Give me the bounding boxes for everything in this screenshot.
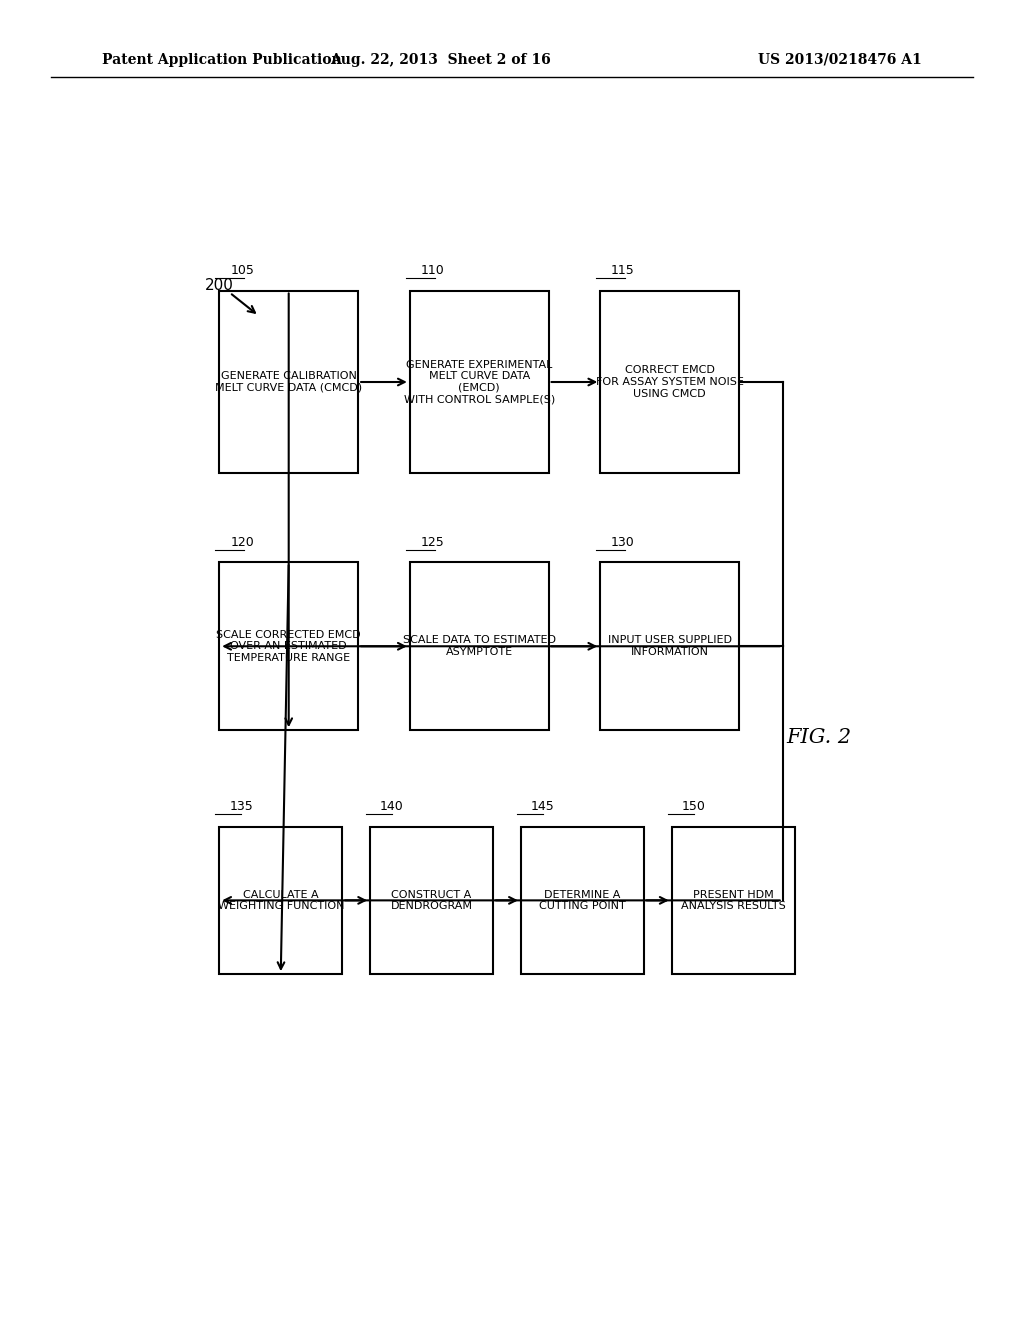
Text: 120: 120 <box>230 536 254 549</box>
Bar <box>219 290 358 474</box>
Bar <box>410 290 549 474</box>
Text: 125: 125 <box>421 536 444 549</box>
Bar <box>219 826 342 974</box>
Bar <box>370 826 494 974</box>
Text: 140: 140 <box>380 800 403 813</box>
Text: 135: 135 <box>229 800 253 813</box>
Bar <box>600 290 739 474</box>
Text: GENERATE EXPERIMENTAL
MELT CURVE DATA
(EMCD)
WITH CONTROL SAMPLE(S): GENERATE EXPERIMENTAL MELT CURVE DATA (E… <box>403 359 555 404</box>
Text: 110: 110 <box>421 264 444 277</box>
Text: Aug. 22, 2013  Sheet 2 of 16: Aug. 22, 2013 Sheet 2 of 16 <box>330 53 551 67</box>
Bar <box>521 826 644 974</box>
Text: 150: 150 <box>682 800 706 813</box>
Text: PRESENT HDM
ANALYSIS RESULTS: PRESENT HDM ANALYSIS RESULTS <box>681 890 785 911</box>
Text: DETERMINE A
CUTTING POINT: DETERMINE A CUTTING POINT <box>539 890 626 911</box>
Bar <box>219 562 358 730</box>
Text: 200: 200 <box>205 279 233 293</box>
Text: SCALE DATA TO ESTIMATED
ASYMPTOTE: SCALE DATA TO ESTIMATED ASYMPTOTE <box>402 635 556 657</box>
Text: 115: 115 <box>611 264 635 277</box>
Text: US 2013/0218476 A1: US 2013/0218476 A1 <box>758 53 922 67</box>
Text: SCALE CORRECTED EMCD
OVER AN ESTIMATED
TEMPERATURE RANGE: SCALE CORRECTED EMCD OVER AN ESTIMATED T… <box>216 630 361 663</box>
Text: CORRECT EMCD
FOR ASSAY SYSTEM NOISE
USING CMCD: CORRECT EMCD FOR ASSAY SYSTEM NOISE USIN… <box>596 366 743 399</box>
Text: CONSTRUCT A
DENDROGRAM: CONSTRUCT A DENDROGRAM <box>390 890 472 911</box>
Text: FIG. 2: FIG. 2 <box>785 729 851 747</box>
Text: CALCULATE A
WEIGHTING FUNCTION: CALCULATE A WEIGHTING FUNCTION <box>217 890 344 911</box>
Bar <box>672 826 795 974</box>
Text: INPUT USER SUPPLIED
INFORMATION: INPUT USER SUPPLIED INFORMATION <box>607 635 731 657</box>
Text: 145: 145 <box>531 800 555 813</box>
Text: Patent Application Publication: Patent Application Publication <box>102 53 342 67</box>
Text: 130: 130 <box>611 536 635 549</box>
Bar <box>410 562 549 730</box>
Text: GENERATE CALIBRATION
MELT CURVE DATA (CMCD): GENERATE CALIBRATION MELT CURVE DATA (CM… <box>215 371 362 393</box>
Text: 105: 105 <box>230 264 254 277</box>
Bar <box>600 562 739 730</box>
